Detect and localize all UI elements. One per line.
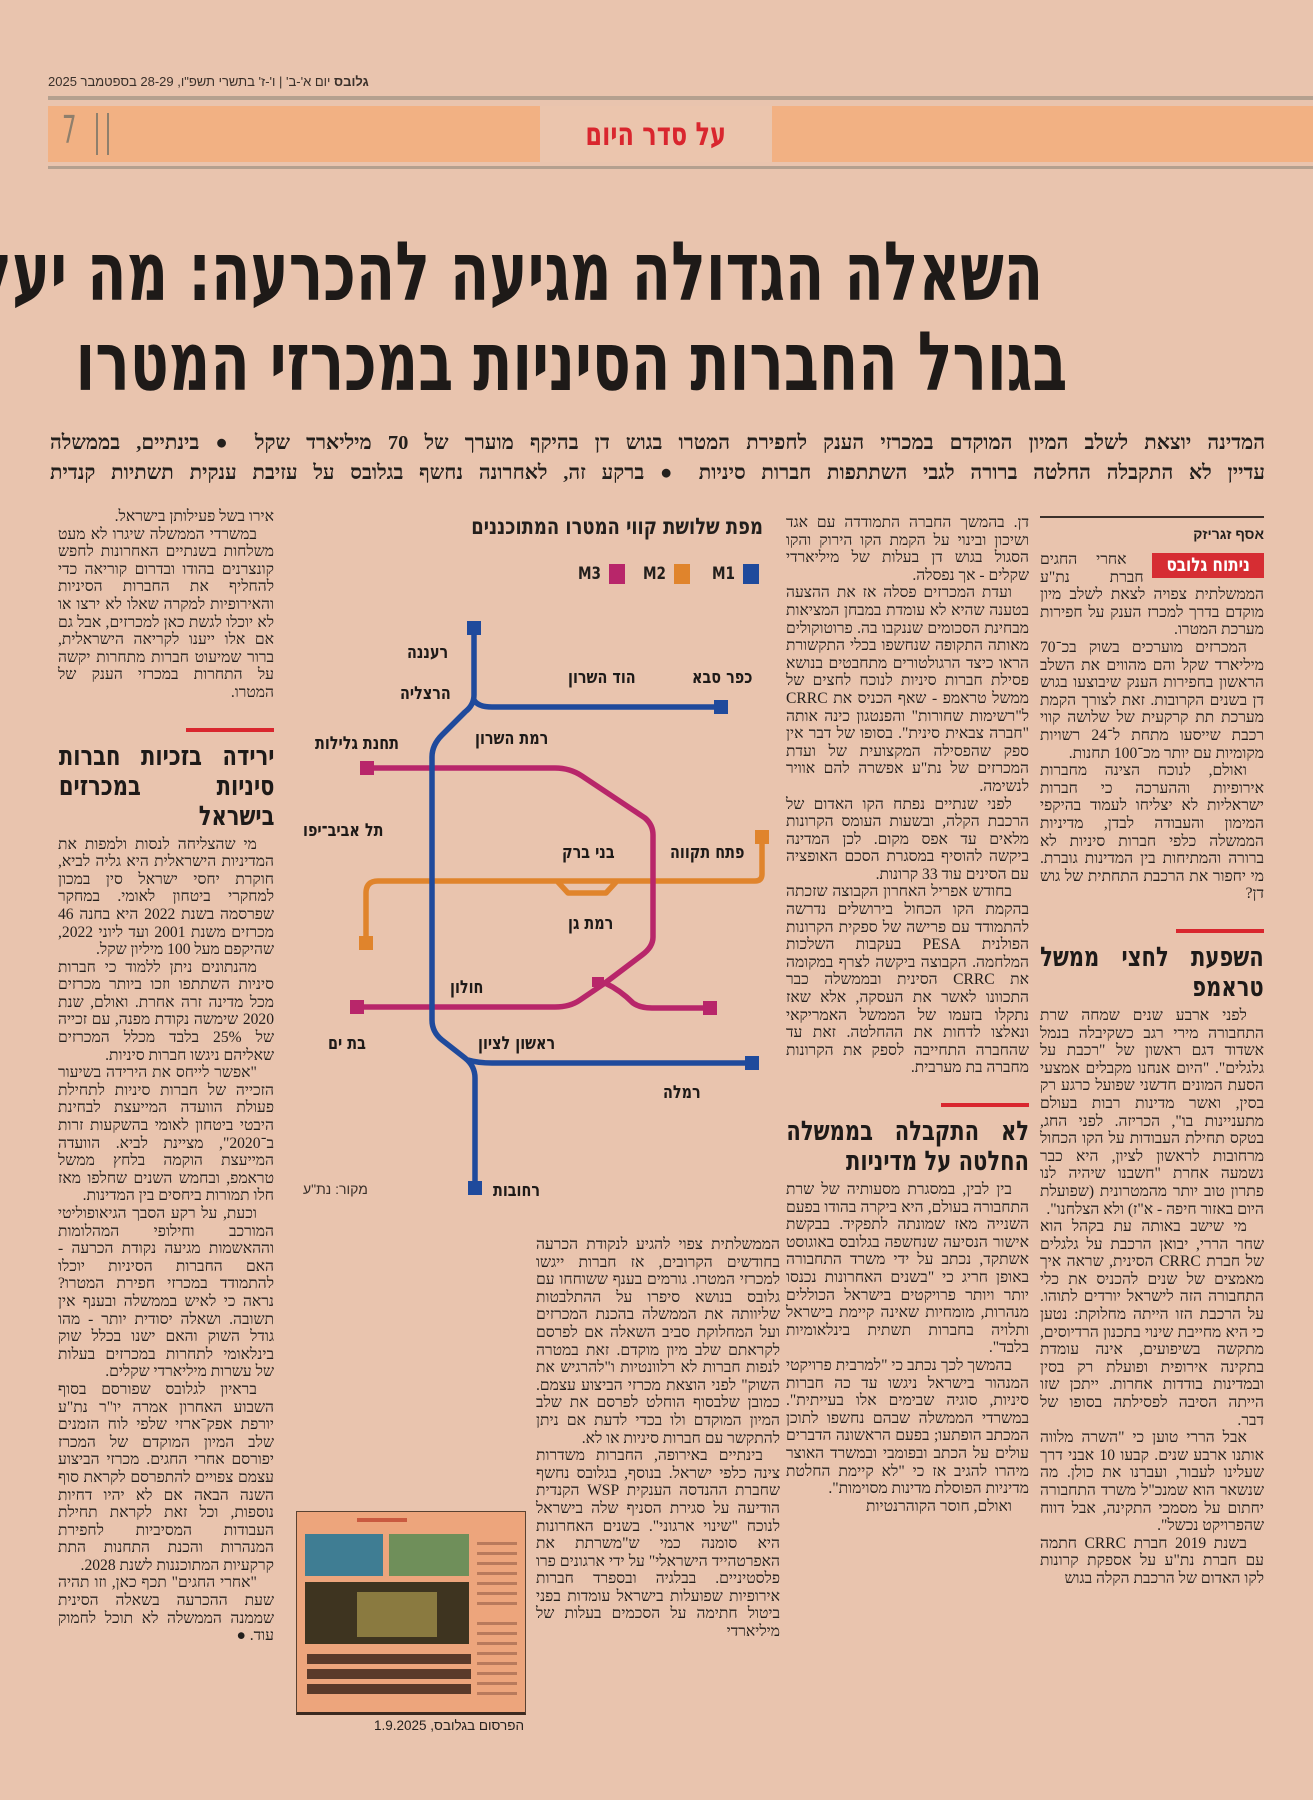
paragraph: בהמשך לכך נכתב כי "למרבית פרויקטי המנהור… bbox=[786, 1356, 1029, 1498]
paragraph: בין לבין, במסגרת מסעותיה של שרת התחבורה … bbox=[786, 1181, 1029, 1357]
map-title: מפת שלושת קווי המטרו המתוכננים bbox=[471, 514, 763, 540]
brand-logo: גלובס bbox=[334, 74, 369, 89]
article-column-3: הממשלתית צפוי להגיע לנקודת הכרעה בחודשים… bbox=[536, 1236, 780, 1641]
paragraph: לפני ארבע שנים שמחה שרת התחבורה מירי רגב… bbox=[1040, 1006, 1264, 1218]
m3-terminal bbox=[350, 1000, 364, 1014]
subheading-rule bbox=[1176, 928, 1264, 933]
article-column-4: אירו בשל פעילותן בישראל. במשרדי הממשלה שי… bbox=[58, 508, 274, 1645]
m1-swatch bbox=[743, 564, 759, 584]
paragraph: בינתיים באירופה, החברות משדרות צינה כלפי… bbox=[536, 1447, 780, 1641]
m2-line bbox=[363, 834, 765, 946]
paragraph: אבל הררי טוען כי "השרה מלווה אותנו ארבע … bbox=[1040, 1429, 1265, 1535]
headline-text: בגורל החברות הסיניות במכרזי המטרו bbox=[75, 315, 1068, 410]
paragraph: "אחרי החגים" תכף כאן, וזו תהיה שעת ההכרע… bbox=[58, 1574, 274, 1645]
paragraph: ועדת המכרזים פסלה אז את ההצעה בטענה שהיא… bbox=[786, 584, 1029, 795]
paragraph: "אפשר לייחס את הירידה בשיעור הזכייה של ח… bbox=[58, 1064, 274, 1205]
previous-article-clipping-image bbox=[296, 1511, 526, 1715]
m3-terminal bbox=[360, 761, 374, 775]
station-label: רעננה bbox=[407, 642, 449, 663]
subheading: לא התקבלה בממשלה החלטה על מדיניות bbox=[786, 1116, 1029, 1177]
badge-text: ניתוח גלובס bbox=[1166, 554, 1250, 577]
station-label: תחנת גלילות bbox=[315, 733, 399, 754]
m1-terminal bbox=[468, 1181, 482, 1195]
m1-terminal bbox=[714, 700, 728, 714]
station-label: רחובות bbox=[493, 1180, 541, 1201]
legend-item-m3 bbox=[609, 564, 625, 584]
m3-line bbox=[354, 765, 713, 1011]
m1-line bbox=[429, 625, 755, 1191]
paragraph: ואולם, לנוכח הצינה מחברות אירופיות וההער… bbox=[1040, 762, 1264, 903]
paragraph: דן. בהמשך החברה התמודדה עם אגד ושיכון וב… bbox=[786, 514, 1029, 584]
paragraph: מי שהצליחה לנסות ולמפות את המדיניות הישר… bbox=[58, 835, 274, 959]
paragraph: מי שישב באותה עת בקהל הוא שחר הררי, יבוא… bbox=[1040, 1218, 1265, 1429]
legend-label-m3: M3 bbox=[578, 564, 601, 584]
paragraph: בשנת 2019 חברת CRRC חתמה עם חברת נת"ע על… bbox=[1040, 1534, 1264, 1587]
paragraph: בראיון לגלובס שפורסם בסוף השבוע האחרון א… bbox=[58, 1380, 274, 1574]
clipping-caption: הפרסום בגלובס, 1.9.2025 bbox=[373, 1718, 524, 1733]
section-title-box: על סדר היום bbox=[540, 106, 772, 162]
article-column-1: אסף זגריזק ניתוח גלובס אחרי החגים חברת נ… bbox=[1040, 516, 1264, 1588]
paragraph: הממשלתית צפוי להגיע לנקודת הכרעה בחודשים… bbox=[536, 1236, 780, 1447]
m3-terminal bbox=[703, 1001, 717, 1015]
paragraph: ואולם, חוסר הקוהרנטיות bbox=[866, 1497, 1012, 1515]
paragraph: בחודש אפריל האחרון הקבוצה שזכתה בהקמת הק… bbox=[786, 883, 1029, 1077]
headline-line-1: השאלה הגדולה מגיעה להכרעה: מה יעלה bbox=[0, 232, 1280, 314]
metro-map: מפת שלושת קווי המטרו המתוכננים M1 M2 M3 … bbox=[290, 500, 780, 1210]
subheadline-line: המדינה יוצאת לשלב המיון המוקדם במכרזי הע… bbox=[50, 432, 1265, 454]
station-label: בני ברק bbox=[562, 842, 615, 863]
m2-terminal bbox=[755, 830, 769, 844]
headline-line-2: בגורל החברות הסיניות במכרזי המטרו bbox=[40, 322, 1280, 404]
m3-junction bbox=[592, 977, 604, 987]
byline-rule bbox=[1040, 516, 1264, 518]
date-text: יום א'-ב' | ו'-ז' בתשרי תשפ"ו, 28-29 בספ… bbox=[48, 74, 331, 89]
section-title: על סדר היום bbox=[585, 115, 727, 153]
subheading-rule bbox=[186, 727, 274, 732]
paragraph: במשרדי הממשלה שיגרו לא מעט משלחות בשנתיי… bbox=[58, 525, 274, 701]
paragraph: וכעת, על רקע הסבך הגיאופוליטי המורכב וחי… bbox=[58, 1205, 274, 1381]
m2-swatch bbox=[674, 564, 690, 584]
map-source: מקור: נת"ע bbox=[303, 1181, 368, 1197]
subheadline-line: עדיין לא התקבלה החלטה ברורה לגבי השתתפות… bbox=[50, 462, 1265, 484]
article-column-2: דן. בהמשך החברה התמודדה עם אגד ושיכון וב… bbox=[786, 514, 1029, 1515]
paragraph: אחרי החגים חברת נת"ע הממשלתית צפויה לצאת… bbox=[1040, 551, 1264, 639]
byline: אסף זגריזק bbox=[1193, 525, 1264, 542]
m2-terminal bbox=[359, 936, 373, 950]
subheading: השפעת לחצי ממשל טראמפ bbox=[1040, 941, 1264, 1003]
page-number: 7 bbox=[62, 108, 77, 152]
station-label: רמלה bbox=[663, 1082, 701, 1103]
clipping-picture bbox=[297, 1512, 525, 1712]
station-label: רמת גן bbox=[568, 913, 614, 934]
subheadline: המדינה יוצאת לשלב המיון המוקדם במכרזי הע… bbox=[50, 428, 1265, 488]
m3-swatch bbox=[609, 564, 625, 584]
paragraph: מהנתונים ניתן ללמוד כי חברות סיניות השתת… bbox=[58, 958, 275, 1064]
analysis-badge: ניתוח גלובס bbox=[1151, 553, 1264, 579]
legend-item-m2 bbox=[674, 564, 690, 584]
station-label: הוד השרון bbox=[568, 667, 636, 688]
subheading-rule bbox=[941, 1103, 1029, 1107]
station-label: בת ים bbox=[328, 1033, 366, 1054]
station-label: הרצליה bbox=[400, 683, 451, 704]
legend-label-m1: M1 bbox=[712, 564, 735, 584]
page-number-bars bbox=[96, 113, 109, 155]
station-label: פתח תקווה bbox=[670, 842, 745, 863]
divider bbox=[48, 166, 1313, 169]
paragraph: לפני שנתיים נפתח הקו האדום של הרכבת הקלה… bbox=[786, 795, 1029, 883]
divider bbox=[48, 96, 1313, 100]
date-line: גלובס יום א'-ב' | ו'-ז' בתשרי תשפ"ו, 28-… bbox=[48, 74, 369, 89]
station-label: רמת השרון bbox=[475, 728, 549, 749]
paragraph: אירו בשל פעילותן בישראל. bbox=[114, 508, 274, 525]
metro-lines bbox=[350, 621, 769, 1195]
station-label: כפר סבא bbox=[692, 667, 753, 688]
headline-text: השאלה הגדולה מגיעה להכרעה: מה יעלה bbox=[0, 225, 1044, 320]
subheading: ירידה בזכיות חברות סיניות במכרזים בישראל bbox=[58, 740, 274, 832]
station-label: חולון bbox=[450, 977, 484, 998]
station-label: ראשון לציון bbox=[478, 1033, 556, 1054]
legend-label-m2: M2 bbox=[643, 564, 666, 584]
m1-terminal bbox=[745, 1056, 759, 1070]
m1-terminal bbox=[467, 621, 481, 635]
legend-item-m1 bbox=[743, 564, 759, 584]
station-label: תל אביב־יפו bbox=[303, 820, 384, 841]
paragraph: המכרזים מוערכים בשוק בכ־70 מיליארד שקל ו… bbox=[1040, 639, 1264, 762]
